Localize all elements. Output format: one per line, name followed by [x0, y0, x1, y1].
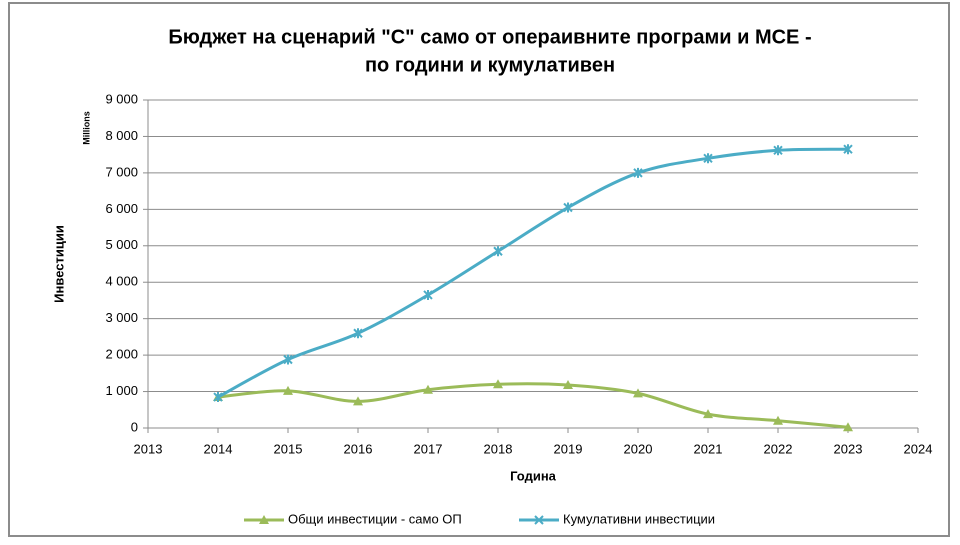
x-tick-label: 2013 [134, 441, 163, 456]
x-tick-label: 2022 [764, 441, 793, 456]
legend-marker [534, 515, 544, 525]
legend-marker [259, 515, 269, 524]
marker [563, 202, 573, 213]
y-tick-label: 2 000 [105, 347, 138, 362]
x-tick-label: 2023 [834, 441, 863, 456]
y-tick-label: 3 000 [105, 310, 138, 325]
x-tick-label: 2020 [624, 441, 653, 456]
y-tick-label: 4 000 [105, 274, 138, 289]
y-tick-label: 8 000 [105, 128, 138, 143]
marker [633, 167, 643, 178]
marker [213, 392, 223, 403]
marker [423, 384, 433, 394]
series-markers [213, 379, 853, 432]
legend-marker [259, 515, 269, 524]
marker [353, 328, 363, 339]
x-tick-label: 2021 [694, 441, 723, 456]
y-tick-label: 5 000 [105, 237, 138, 252]
marker [843, 144, 853, 155]
x-tick-label: 2014 [204, 441, 233, 456]
legend-label: Общи инвестиции - само ОП [288, 511, 462, 526]
series-markers [213, 144, 853, 403]
series-line [217, 147, 849, 399]
y-unit: Millions [81, 111, 91, 145]
marker [843, 422, 853, 432]
y-tick-label: 9 000 [105, 91, 138, 106]
marker [773, 415, 783, 425]
y-tick-label: 6 000 [105, 201, 138, 216]
chart-subtitle: по години и кумулативен [365, 54, 615, 76]
chart-frame [8, 2, 950, 537]
marker [563, 379, 573, 389]
legend-marker [534, 515, 544, 525]
marker [633, 388, 643, 398]
y-tick-label: 0 [131, 419, 138, 434]
x-tick-label: 2024 [904, 441, 933, 456]
x-tick-label: 2016 [344, 441, 373, 456]
x-axis-label: Година [510, 468, 557, 483]
marker [773, 145, 783, 156]
x-tick-label: 2015 [274, 441, 303, 456]
marker [703, 409, 713, 419]
series-line [217, 382, 849, 429]
marker [283, 385, 293, 395]
marker [703, 153, 713, 164]
marker [283, 354, 293, 365]
y-tick-label: 7 000 [105, 164, 138, 179]
x-tick-label: 2017 [414, 441, 443, 456]
marker [353, 396, 363, 406]
chart-title: Бюджет на сценарий "С" само от операивни… [168, 26, 811, 48]
x-tick-label: 2018 [484, 441, 513, 456]
marker [493, 246, 503, 257]
x-tick-label: 2019 [554, 441, 583, 456]
marker [423, 289, 433, 300]
legend-label: Кумулативни инвестиции [563, 511, 715, 526]
marker [493, 379, 503, 389]
y-tick-label: 1 000 [105, 383, 138, 398]
y-axis-label: Инвестиции [51, 225, 66, 303]
